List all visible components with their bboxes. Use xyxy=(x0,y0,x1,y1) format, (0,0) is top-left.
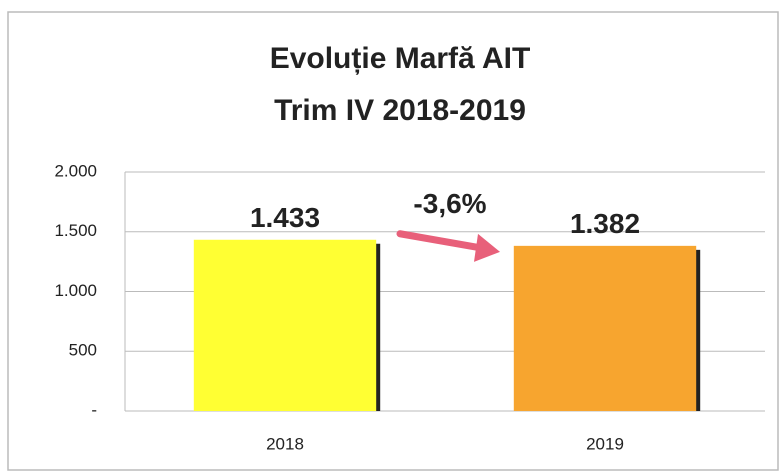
annotation-arrowhead xyxy=(474,233,500,262)
bar xyxy=(513,245,697,411)
annotation: -3,6% xyxy=(413,188,486,219)
x-tick-label: 2019 xyxy=(586,434,624,453)
annotation-arrow xyxy=(396,230,490,253)
chart-subtitle: Trim IV 2018-2019 xyxy=(274,94,526,127)
value-label: 1.433 xyxy=(250,202,320,233)
chart-title: Evoluție Marfă AIT xyxy=(270,42,531,75)
y-tick-label: 1.000 xyxy=(54,281,97,300)
y-tick-label: 1.500 xyxy=(54,221,97,240)
value-label: 1.382 xyxy=(570,208,640,239)
y-tick-label: 500 xyxy=(69,341,97,360)
y-tick-label: - xyxy=(91,400,97,419)
bar xyxy=(193,239,377,411)
x-tick-label: 2018 xyxy=(266,434,304,453)
y-tick-label: 2.000 xyxy=(54,161,97,180)
